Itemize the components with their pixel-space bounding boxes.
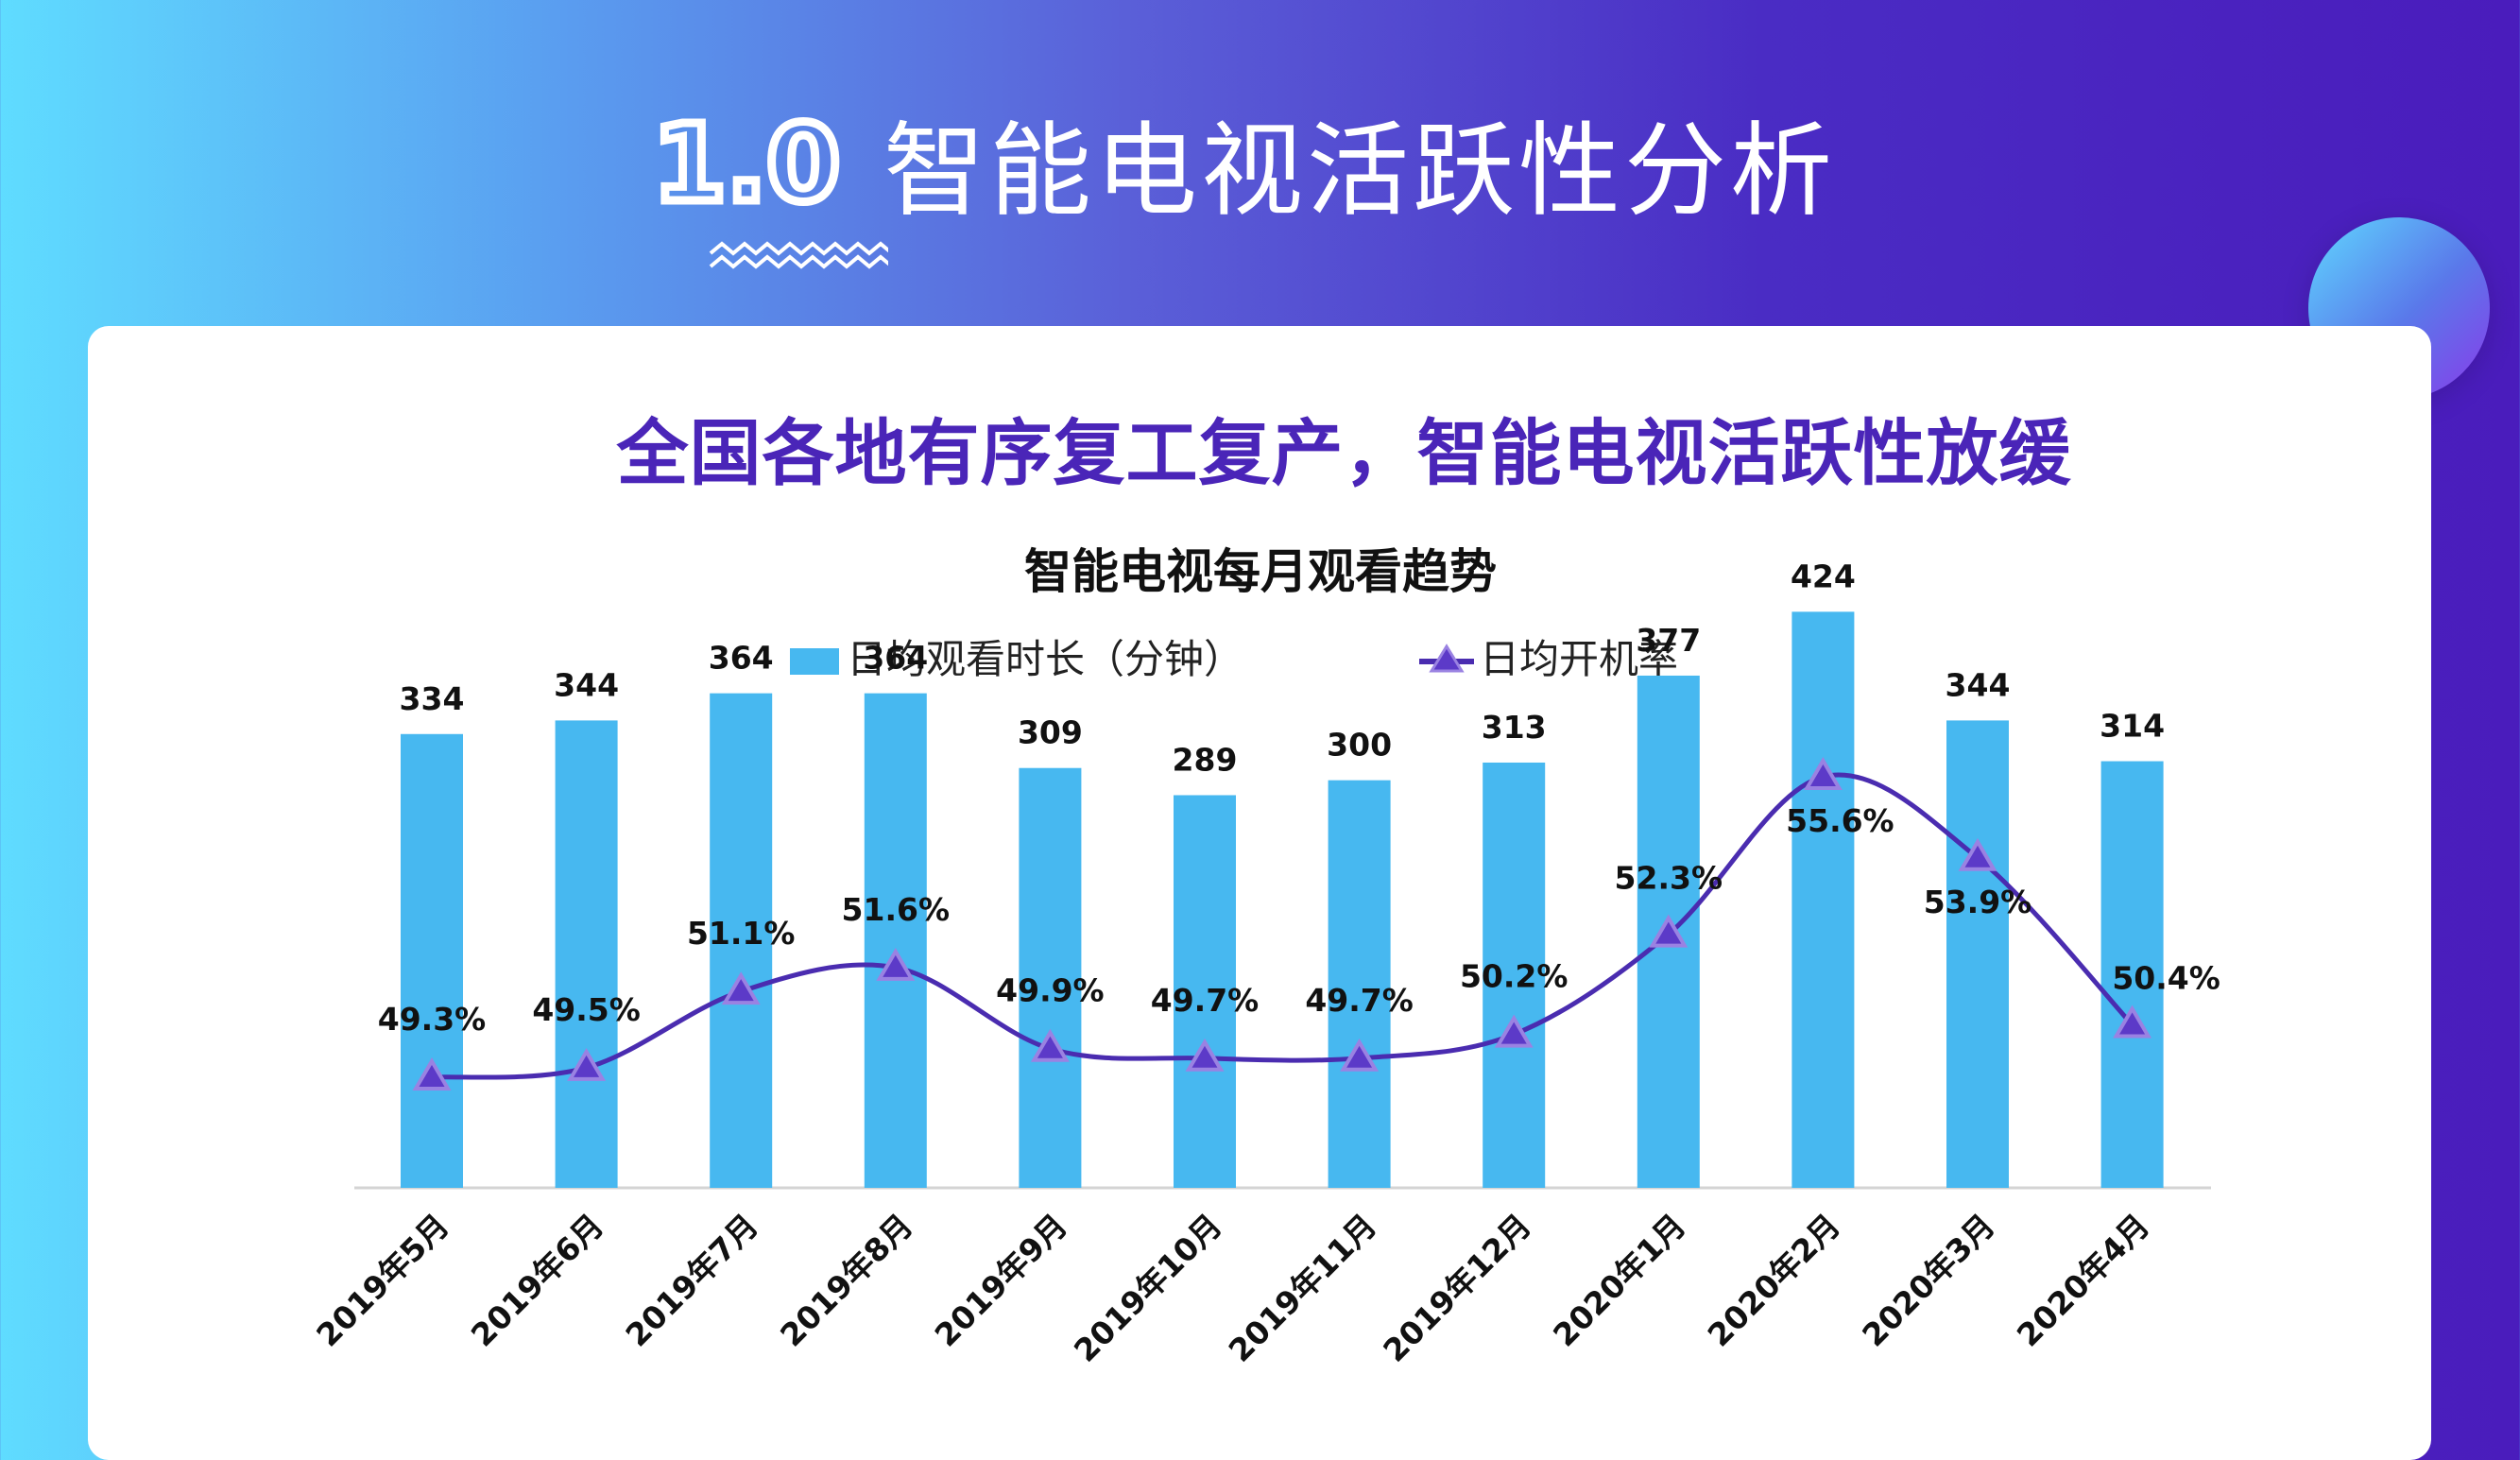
legend-label-bar: 日均观看时长（分钟）	[847, 636, 1243, 682]
bar-value-label: 289	[1173, 741, 1238, 778]
legend-swatch-bar	[790, 648, 839, 675]
line-value-label: 50.2%	[1460, 958, 1569, 995]
line-marker	[1803, 757, 1843, 790]
line-marker	[412, 1057, 452, 1091]
bar-1	[401, 733, 463, 1188]
bar-value-label: 364	[709, 640, 774, 677]
bar-value-label: 377	[1636, 622, 1701, 659]
bar-4	[864, 693, 927, 1188]
bar-value-label: 314	[2100, 708, 2165, 745]
x-tick-label: 2019年8月	[773, 1207, 919, 1353]
bar-3	[710, 693, 773, 1188]
bar-6	[1174, 795, 1236, 1188]
legend-label-line: 日均开机率	[1480, 636, 1678, 682]
line-marker	[1030, 1028, 1070, 1062]
line-marker	[1185, 1038, 1225, 1072]
bar-8	[1483, 762, 1546, 1188]
x-tick-label: 2019年9月	[928, 1207, 1074, 1353]
line-marker	[2113, 1005, 2152, 1039]
section-number: 1.0	[653, 104, 840, 226]
line-value-label: 49.7%	[1305, 982, 1414, 1019]
line-value-label: 49.7%	[1151, 982, 1260, 1019]
line-marker	[1649, 914, 1689, 948]
line-marker	[721, 971, 761, 1005]
section-number-emblem: 1.0	[648, 104, 888, 269]
legend: 日均观看时长（分钟） 日均开机率	[790, 636, 1678, 682]
line-value-label: 50.4%	[2112, 959, 2220, 996]
line-value-label: 51.6%	[842, 891, 951, 928]
bar-value-label: 364	[863, 640, 928, 677]
bar-value-label: 300	[1327, 727, 1392, 764]
bar-value-label: 344	[554, 666, 619, 703]
bar-2	[555, 720, 618, 1188]
line-marker	[1958, 837, 1997, 871]
x-tick-label: 2019年12月	[1376, 1207, 1538, 1369]
triangle-marker-icon	[1429, 644, 1465, 673]
bar-value-label: 313	[1482, 709, 1547, 746]
line-value-label: 51.1%	[687, 915, 796, 952]
wave-icon	[709, 241, 888, 269]
bar-10	[1791, 611, 1855, 1188]
line-value-label: 49.3%	[378, 1001, 487, 1038]
line-value-label: 49.5%	[532, 991, 641, 1028]
content-card	[88, 326, 2431, 1460]
section-title: 智能电视活跃性分析	[883, 112, 1837, 231]
bar-value-label: 344	[1946, 666, 2011, 703]
line-marker	[1494, 1014, 1534, 1048]
x-tick-label: 2020年2月	[1701, 1207, 1847, 1353]
x-tick-label: 2020年4月	[2010, 1207, 2156, 1353]
line-value-label: 49.9%	[996, 972, 1105, 1009]
x-tick-label: 2019年6月	[464, 1207, 610, 1353]
bar-5	[1019, 767, 1082, 1188]
bar-value-label: 424	[1791, 558, 1856, 594]
line-marker	[876, 947, 916, 981]
trend-chart: 智能电视每月观看趋势 日均观看时长（分钟） 日均开机率 334 344 364 364…	[309, 544, 2220, 1369]
line-value-label: 53.9%	[1924, 884, 2032, 920]
line-value-label: 52.3%	[1615, 860, 1723, 897]
line-marker	[1340, 1038, 1380, 1072]
x-tick-label: 2019年5月	[309, 1207, 455, 1353]
x-tick-label: 2020年1月	[1546, 1207, 1692, 1353]
x-tick-label: 2019年10月	[1067, 1207, 1229, 1369]
bar-11	[1946, 720, 2009, 1188]
x-tick-label: 2020年3月	[1855, 1207, 2001, 1353]
x-tick-label: 2019年11月	[1222, 1207, 1384, 1369]
bar-12	[2100, 761, 2164, 1188]
line-value-label: 55.6%	[1786, 802, 1894, 839]
bar-7	[1328, 780, 1391, 1188]
line-marker	[567, 1047, 607, 1081]
bar-value-label: 334	[400, 680, 465, 717]
chart-title: 智能电视每月观看趋势	[1024, 544, 1497, 599]
x-tick-label: 2019年7月	[618, 1207, 764, 1353]
bar-value-label: 309	[1018, 714, 1083, 751]
